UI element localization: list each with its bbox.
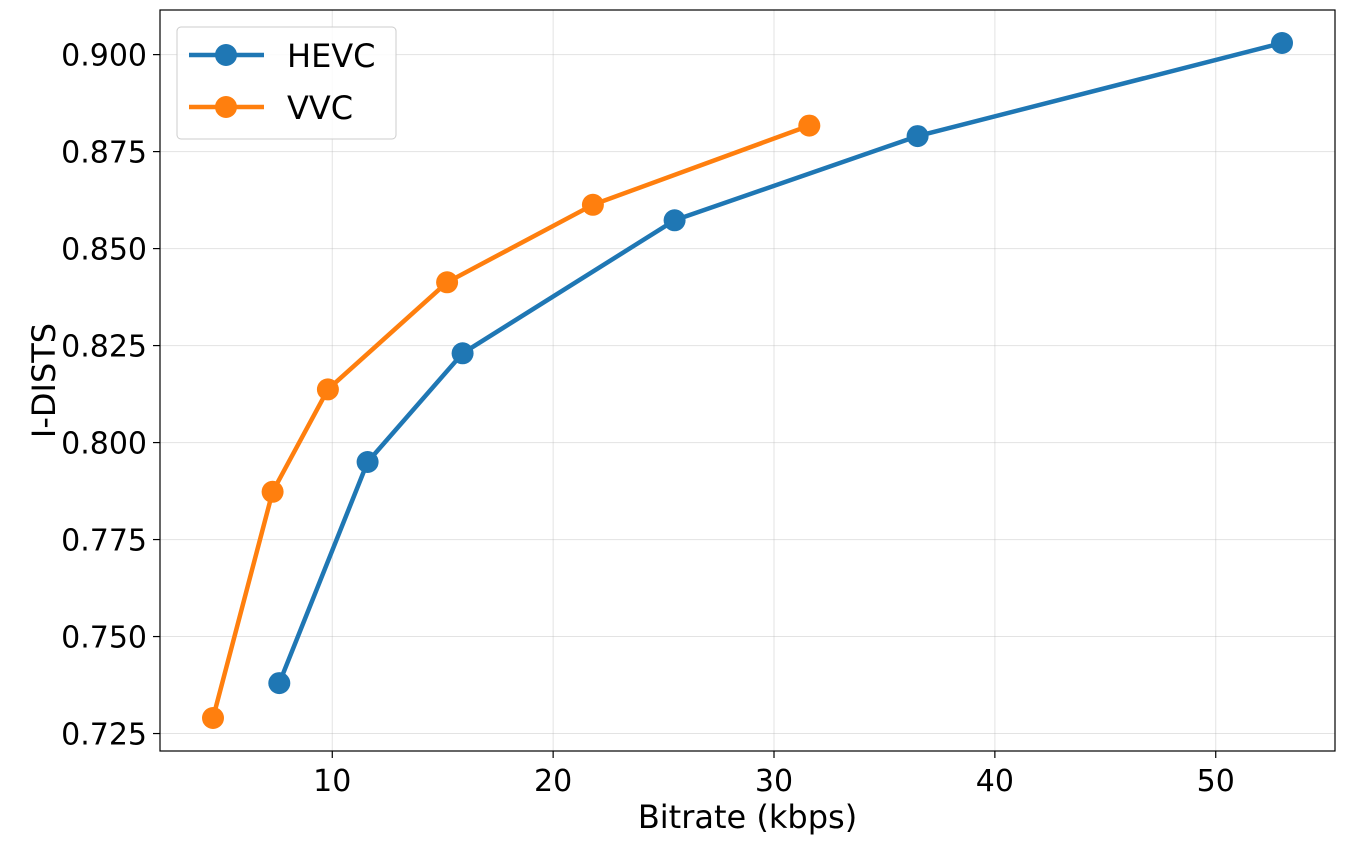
x-tick-label: 10 [313,764,351,799]
data-point-hevc [451,342,474,365]
data-point-vvc [316,378,339,401]
data-point-hevc [906,125,929,148]
plot-series [202,32,1293,729]
y-tick-label: 0.775 [61,524,147,559]
grid [160,10,1335,751]
legend: HEVC VVC [176,26,397,140]
data-point-hevc [356,451,379,473]
x-tick-label: 20 [534,764,572,799]
y-tick-label: 0.900 [61,39,147,74]
y-tick-label: 0.850 [61,233,147,268]
data-point-vvc [436,271,459,294]
legend-label-vvc: VVC [287,89,353,127]
series-line-hevc [277,40,1285,686]
y-tick-label: 0.725 [61,718,147,753]
legend-entry-vvc: VVC [189,89,353,127]
legend-label-hevc: HEVC [287,37,376,75]
legend-marker-vvc [215,96,237,118]
data-point-vvc [202,707,224,729]
x-tick-label: 30 [755,764,793,799]
y-tick-label: 0.800 [61,427,147,462]
x-tick-label: 50 [1197,764,1235,799]
y-tick-label: 0.825 [61,330,147,365]
legend-entry-hevc: HEVC [189,37,376,75]
data-point-hevc [268,672,291,695]
legend-marker-hevc [215,44,237,66]
x-tick-label: 40 [976,764,1014,799]
plot-frame [159,9,1336,752]
y-tick-label: 0.750 [61,621,147,656]
x-axis-label: Bitrate (kbps) [638,798,857,836]
data-point-hevc [1271,32,1293,54]
y-tick-label: 0.875 [61,136,147,171]
axis-ticks: 10 20 30 40 50 0.725 0.750 0.775 0.800 0.825 0.850… [61,39,1235,799]
data-point-vvc [798,114,821,137]
data-point-vvc [581,193,604,216]
data-point-vvc [261,480,284,503]
data-point-hevc [663,209,686,232]
y-axis-label: I-DISTS [25,323,63,438]
series-line-vvc [210,123,812,721]
